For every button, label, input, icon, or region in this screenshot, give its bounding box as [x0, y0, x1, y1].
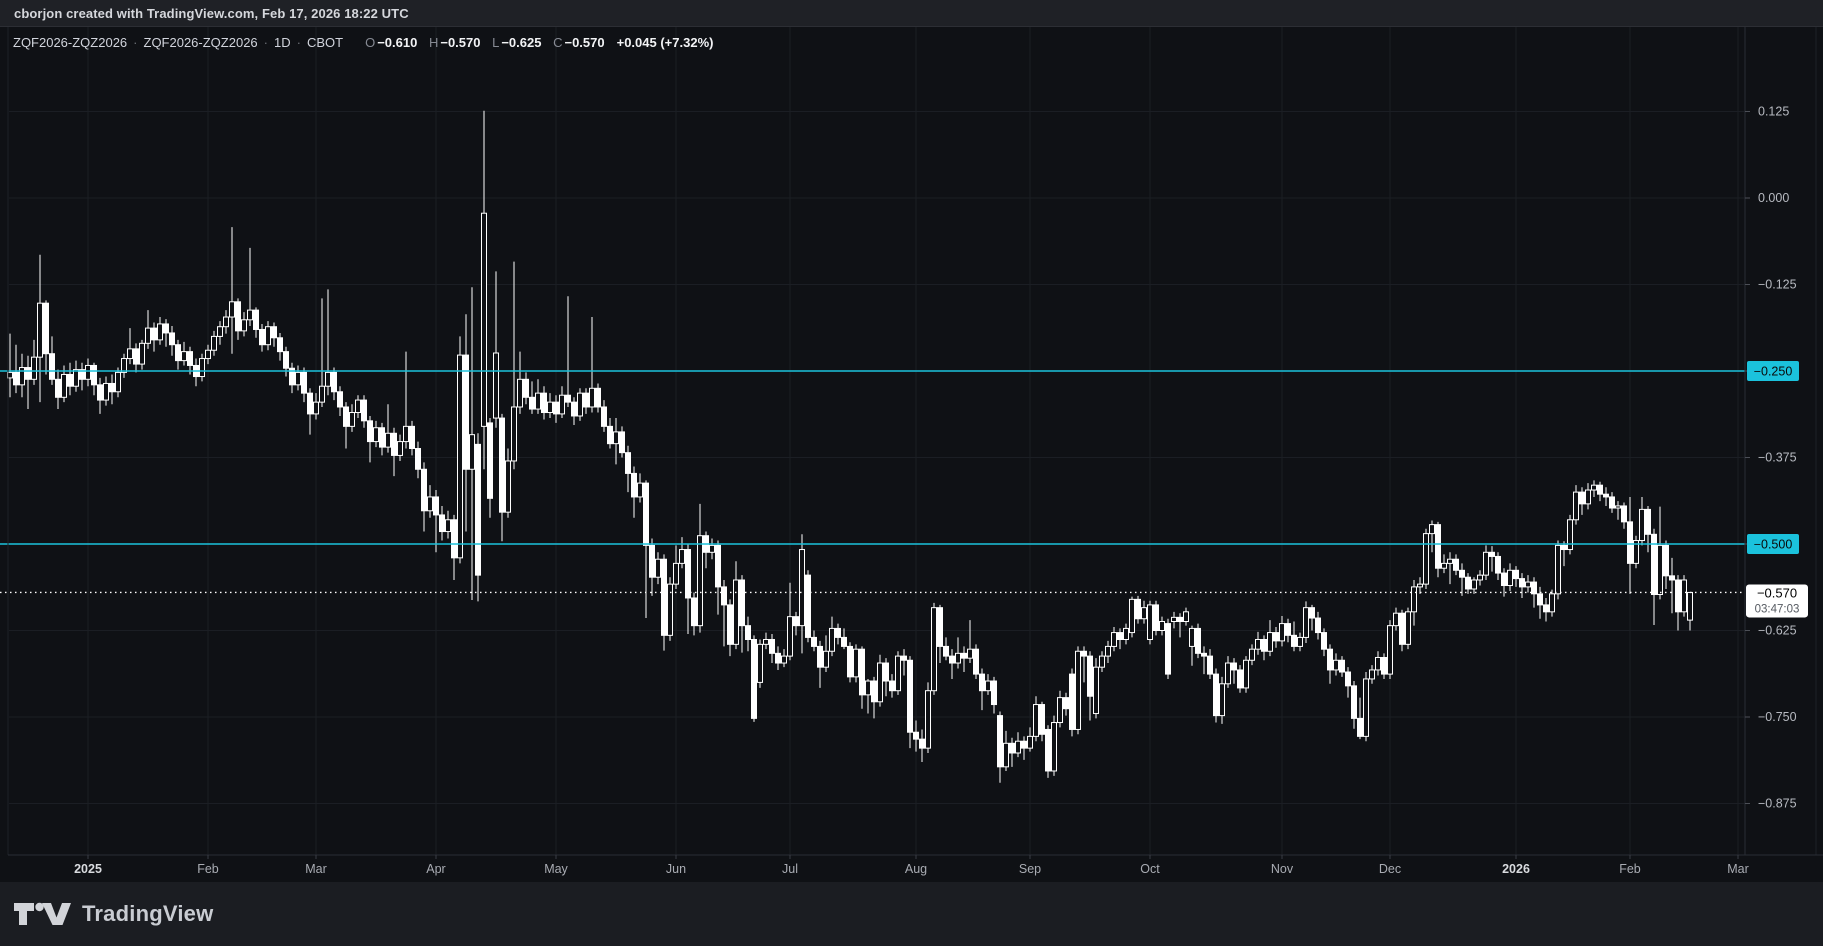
candlestick-series: [7, 110, 1693, 783]
close-value: −0.570: [564, 35, 605, 50]
price-tick-label: 0.000: [1758, 191, 1789, 205]
time-axis-month-label: Feb: [197, 862, 219, 876]
price-chart[interactable]: 0.125 0.000 −0.125 −0.375 −0.625 −0.750 −0.875…: [0, 27, 1823, 882]
high-key: H: [428, 35, 439, 50]
snapshot-header: cborjon created with TradingView.com, Fe…: [0, 0, 1823, 27]
price-tick-label: −0.875: [1758, 797, 1797, 811]
change-value: +0.045 (+7.32%): [616, 35, 714, 50]
time-axis-month-label: Jul: [782, 862, 798, 876]
time-axis-year-label: 2026: [1502, 862, 1530, 876]
open-key: O: [365, 35, 376, 50]
symbol-title[interactable]: ZQF2026-ZQZ2026: [13, 35, 128, 50]
legend-separator: ·: [263, 35, 268, 50]
legend-separator: ·: [296, 35, 301, 50]
price-tick-label: −0.625: [1758, 624, 1797, 638]
time-axis-month-label: Jun: [666, 862, 686, 876]
time-axis-month-label: Oct: [1140, 862, 1160, 876]
chart-legend: ZQF2026-ZQZ2026 · ZQF2026-ZQZ2026 · 1D ·…: [13, 35, 713, 50]
tradingview-wordmark: TradingView: [82, 901, 214, 926]
price-tick-label: 0.125: [1758, 105, 1789, 119]
open-value: −0.610: [377, 35, 418, 50]
chart-pane: 0.125 0.000 −0.125 −0.375 −0.625 −0.750 −0.875…: [0, 27, 1823, 882]
alert-price-label: [1747, 361, 1799, 381]
time-axis[interactable]: 2025 Feb Mar Apr May Jun Jul Aug Sep Oct Nov Dec 202…: [74, 855, 1749, 876]
last-price-label: [1746, 584, 1808, 618]
price-tick-label: −0.375: [1758, 451, 1797, 465]
close-key: C: [553, 35, 563, 50]
time-axis-month-label: Apr: [426, 862, 445, 876]
last-price-text: −0.570: [1757, 585, 1797, 600]
time-axis-month-label: Mar: [305, 862, 327, 876]
snapshot-title: cborjon created with TradingView.com, Fe…: [14, 5, 409, 21]
exchange-label: CBOT: [306, 35, 344, 50]
time-axis-month-label: Sep: [1019, 862, 1041, 876]
price-tick-label: −0.750: [1758, 710, 1797, 724]
price-axis[interactable]: 0.125 0.000 −0.125 −0.375 −0.625 −0.750 −0.875…: [1745, 105, 1808, 811]
symbol-subtitle[interactable]: ZQF2026-ZQZ2026: [143, 35, 258, 50]
time-axis-month-label: Mar: [1727, 862, 1749, 876]
alert-price-text: −0.500: [1754, 538, 1793, 552]
tradingview-brand[interactable]: TradingView: [14, 901, 213, 927]
interval-label[interactable]: 1D: [274, 35, 291, 50]
legend-separator: ·: [133, 35, 138, 50]
time-axis-month-label: Aug: [905, 862, 927, 876]
time-axis-year-label: 2025: [74, 862, 102, 876]
price-tick-label: −0.125: [1758, 278, 1797, 292]
snapshot-footer: TradingView: [0, 882, 1823, 946]
time-axis-month-label: Feb: [1619, 862, 1641, 876]
low-key: L: [492, 35, 500, 50]
alert-price-text: −0.250: [1754, 365, 1793, 379]
time-axis-month-label: Dec: [1379, 862, 1401, 876]
alert-price-label: [1747, 534, 1799, 554]
grid-lines: [9, 27, 1745, 855]
low-value: −0.625: [501, 35, 542, 50]
time-axis-month-label: Nov: [1271, 862, 1294, 876]
time-axis-month-label: May: [544, 862, 568, 876]
ohlc-values: O −0.610 H −0.570 L −0.625 C −0.570: [357, 35, 605, 50]
bar-countdown-text: 03:47:03: [1755, 603, 1800, 615]
high-value: −0.570: [440, 35, 481, 50]
tradingview-logo-icon: [14, 902, 71, 925]
price-alert-lines[interactable]: [0, 370, 1745, 545]
